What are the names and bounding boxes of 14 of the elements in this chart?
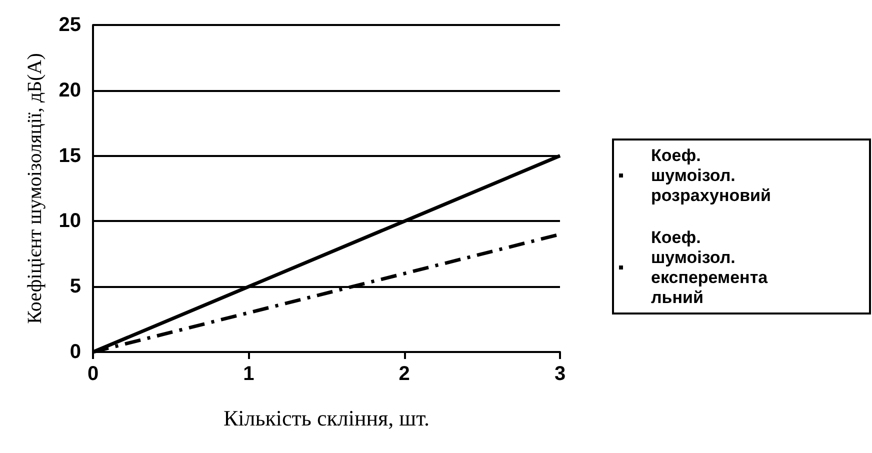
- y-axis-title: Коефіцієнт шумоізоляції, дБ(А): [24, 53, 46, 324]
- y-tick-label: 15: [58, 144, 81, 167]
- x-tick-label: 3: [554, 363, 566, 385]
- y-tick-label: 25: [58, 14, 81, 36]
- y-tick-label: 20: [58, 79, 81, 102]
- y-tick-label: 5: [70, 276, 81, 298]
- legend-label: Коеф. шумоізол. експерементальний: [651, 228, 768, 307]
- x-tick-label: 1: [243, 363, 254, 385]
- y-tick-label: 0: [70, 341, 81, 363]
- x-tick-label: 0: [87, 363, 99, 385]
- x-axis-title: Кількість скління, шт.: [223, 406, 430, 430]
- y-tick-label: 10: [58, 210, 81, 232]
- legend-label: Коеф. шумоізол. розрахуновий: [651, 146, 771, 205]
- x-tick-label: 2: [398, 363, 410, 385]
